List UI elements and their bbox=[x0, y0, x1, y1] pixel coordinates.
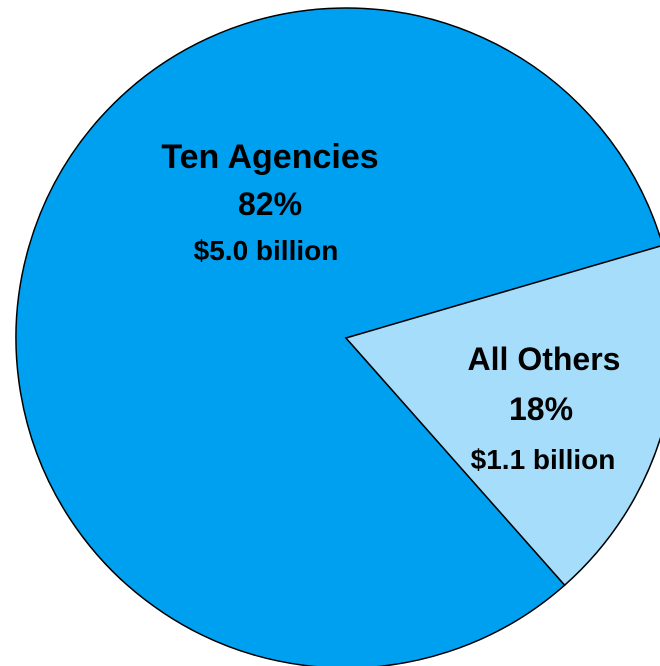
pie-labels: Ten Agencies 82% $5.0 billion All Others… bbox=[161, 138, 620, 475]
pie-slice-all-others bbox=[344, 245, 660, 587]
slice-label-amount-ten-agencies: $5.0 billion bbox=[194, 235, 339, 266]
slice-label-amount-all-others: $1.1 billion bbox=[471, 444, 616, 475]
slice-label-percent-all-others: 18% bbox=[509, 391, 573, 427]
pie-slice-ten-agencies bbox=[15, 7, 660, 666]
pie-slices bbox=[15, 7, 660, 666]
slice-label-percent-ten-agencies: 82% bbox=[238, 186, 302, 222]
slice-label-name-ten-agencies: Ten Agencies bbox=[161, 138, 378, 176]
slice-label-name-all-others: All Others bbox=[468, 341, 621, 377]
